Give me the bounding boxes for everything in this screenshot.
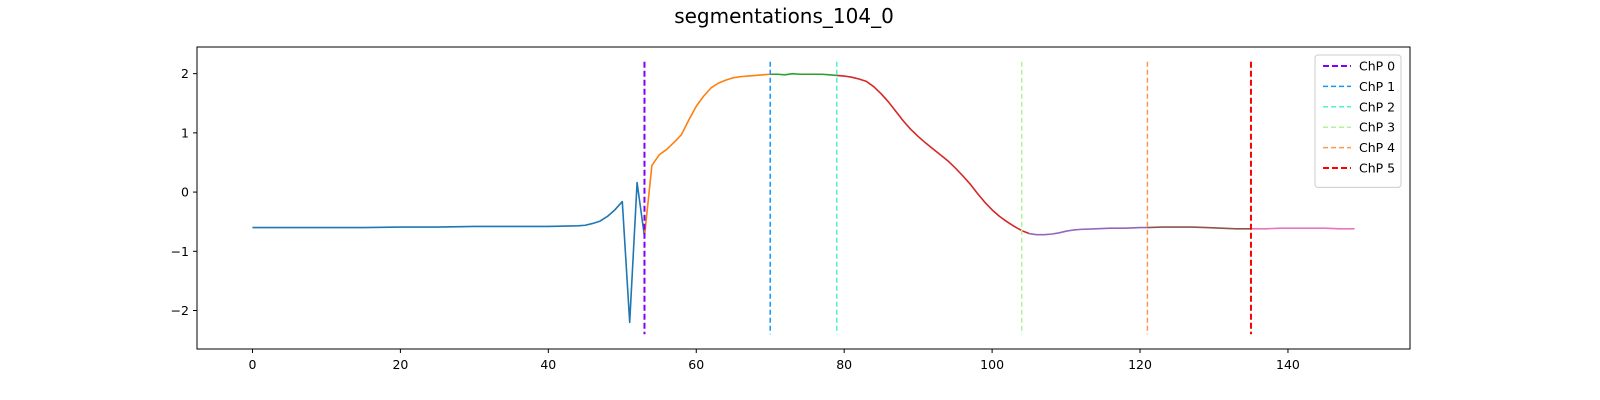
legend-label-5: ChP 5 [1359,161,1395,176]
legend-label-2: ChP 2 [1359,99,1395,114]
y-tick-label-1: −1 [171,244,189,259]
x-tick-label-3: 60 [688,357,704,372]
chart-title: segmentations_104_0 [674,4,894,28]
legend-label-0: ChP 0 [1359,59,1395,74]
series-segment-3 [836,74,1030,235]
series-segment-6 [1250,227,1355,230]
y-tick-label-4: 2 [181,66,189,81]
legend-label-1: ChP 1 [1359,79,1395,94]
y-tick-label-2: 0 [181,185,189,200]
changepoint-lines [643,61,1252,335]
series-segment-0 [252,181,646,324]
x-tick-label-5: 100 [980,357,1004,372]
y-tick-label-0: −2 [171,303,189,318]
x-tick-label-1: 20 [392,357,408,372]
x-axis: 0 20 40 60 80 100 120 140 [248,349,1300,372]
series-segment-5 [1147,226,1251,230]
series-segment-1 [643,73,771,237]
x-tick-label-6: 120 [1128,357,1152,372]
x-tick-label-4: 80 [836,357,852,372]
y-tick-label-3: 1 [181,125,189,140]
series-segment-4 [1028,226,1148,236]
plot-lines [252,72,1355,324]
x-tick-label-0: 0 [248,357,256,372]
y-axis: −2 −1 0 1 2 [171,66,197,318]
legend-label-3: ChP 3 [1359,120,1395,135]
series-segment-2 [770,72,837,77]
legend-box [1314,54,1402,188]
x-tick-label-7: 140 [1276,357,1300,372]
x-tick-label-2: 40 [540,357,556,372]
legend: ChP 0 ChP 1 ChP 2 ChP 3 ChP 4 ChP 5 [1314,54,1402,188]
axes-frame [196,46,1411,350]
legend-label-4: ChP 4 [1359,140,1395,155]
